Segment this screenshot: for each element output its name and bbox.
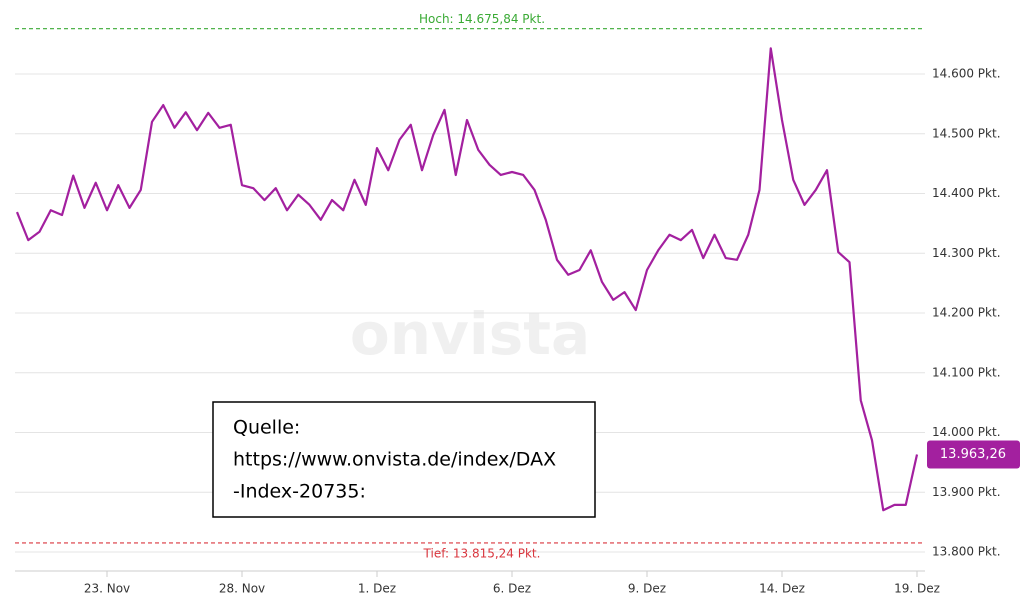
x-tick-label: 14. Dez [759, 582, 805, 596]
value-label: 13.963,26 [940, 447, 1006, 462]
x-tick-label: 28. Nov [219, 582, 265, 596]
x-tick-label: 19. Dez [894, 582, 940, 596]
source-frame [212, 401, 596, 518]
y-tick-label: 14.400 Pkt. [932, 186, 1001, 200]
source-line: Quelle: [233, 417, 300, 439]
price-line [15, 47, 919, 512]
plot-area: 13.800 Pkt. 13.900 Pkt. 14.000 Pkt. 14.100 … [15, 12, 1020, 596]
y-tick-label: 14.200 Pkt. [932, 306, 1001, 320]
y-tick-label: 14.100 Pkt. [932, 365, 1001, 379]
y-tick-label: 14.000 Pkt. [932, 425, 1001, 439]
x-tick-label: 6. Dez [493, 582, 531, 596]
watermark: onvista [350, 300, 590, 368]
source-line: https://www.onvista.de/index/DAX [233, 449, 556, 471]
y-tick-label: 14.500 Pkt. [932, 126, 1001, 140]
source-box: Quelle: https://www.onvista.de/index/DAX… [212, 401, 596, 518]
reference-label: Hoch: 14.675,84 Pkt. [419, 12, 545, 26]
y-tick-label: 14.600 Pkt. [932, 67, 1001, 81]
x-tick-label: 23. Nov [84, 582, 130, 596]
reference-label: Tief: 13.815,24 Pkt. [423, 546, 541, 560]
y-tick-label: 13.800 Pkt. [932, 545, 1001, 559]
source-line: -Index-20735: [233, 481, 366, 503]
x-tick-label: 1. Dez [358, 582, 396, 596]
y-tick-label: 14.300 Pkt. [932, 246, 1001, 260]
x-tick-label: 9. Dez [628, 582, 666, 596]
value-badge [927, 440, 1020, 469]
y-tick-label: 13.900 Pkt. [932, 485, 1001, 499]
